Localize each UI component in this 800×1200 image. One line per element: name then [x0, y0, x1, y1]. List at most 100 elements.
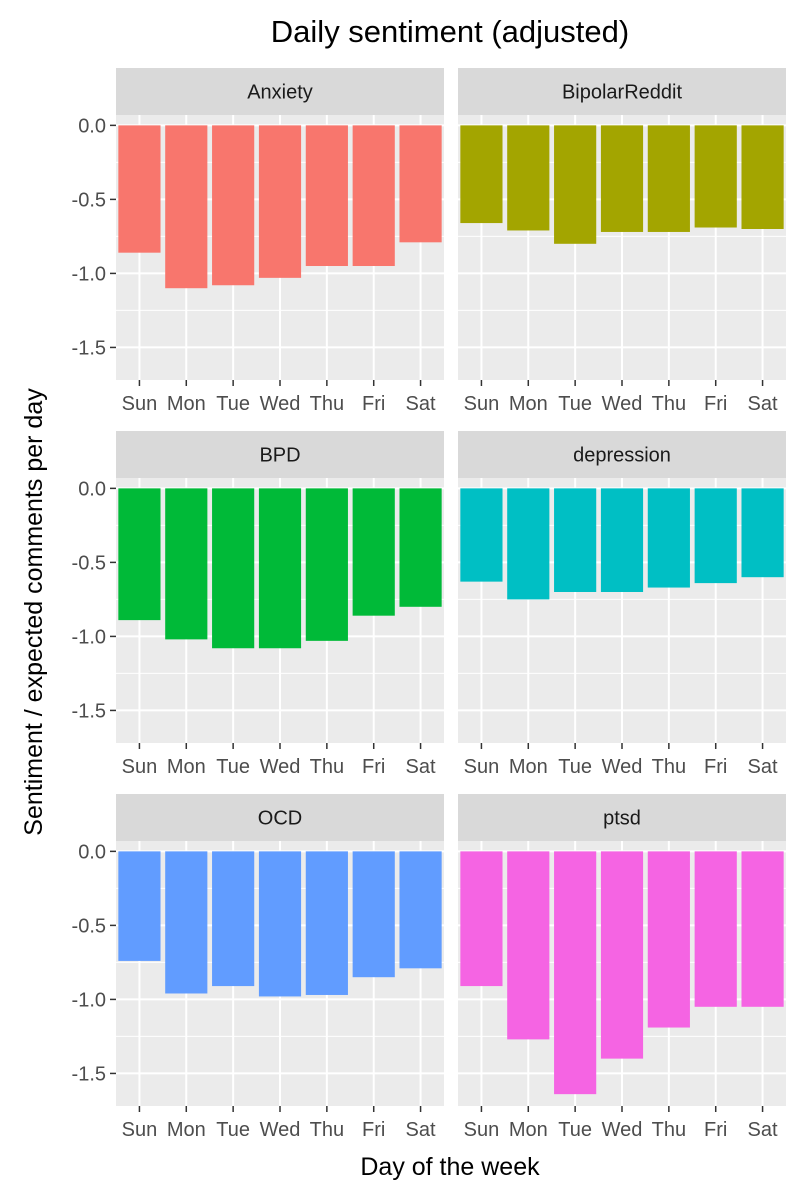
- bar-fri: [694, 125, 737, 228]
- x-tick-label: Tue: [558, 393, 592, 415]
- bar-fri: [694, 488, 737, 584]
- bar-fri: [352, 851, 395, 978]
- y-tick-label: -1.5: [72, 700, 106, 722]
- bar-mon: [507, 125, 550, 231]
- y-tick-label: 0.0: [78, 841, 106, 863]
- x-tick-label: Tue: [216, 756, 250, 778]
- x-tick-label: Mon: [167, 756, 206, 778]
- x-tick-label: Mon: [509, 1119, 548, 1141]
- x-tick-label: Sun: [464, 1119, 500, 1141]
- x-axis-title: Day of the week: [360, 1153, 540, 1181]
- bar-sun: [460, 488, 503, 582]
- bar-wed: [600, 851, 644, 1059]
- bar-tue: [554, 125, 597, 244]
- x-tick-label: Wed: [602, 393, 643, 415]
- bar-sat: [741, 488, 784, 578]
- x-tick-label: Fri: [704, 393, 727, 415]
- x-tick-label: Sat: [406, 1119, 436, 1141]
- bar-sun: [118, 488, 161, 621]
- bar-sun: [460, 125, 503, 224]
- bar-tue: [554, 851, 597, 1095]
- x-tick-label: Sat: [406, 756, 436, 778]
- bar-sat: [741, 125, 784, 229]
- y-tick-label: -0.5: [72, 552, 106, 574]
- chart-title: Daily sentiment (adjusted): [271, 14, 629, 49]
- bar-thu: [305, 125, 348, 267]
- x-tick-label: Sun: [122, 1119, 158, 1141]
- x-tick-label: Tue: [558, 756, 592, 778]
- x-tick-label: Thu: [652, 1119, 686, 1141]
- bar-thu: [305, 851, 348, 995]
- facet-strip-label: Anxiety: [247, 82, 313, 104]
- bar-fri: [694, 851, 737, 1007]
- facet-panel-bpd: BPD 0.0 -0.5 -1.0 -1.5 Sun Mon Tue Wed Thu Fri Sat: [72, 431, 444, 778]
- x-tick-label: Thu: [310, 756, 344, 778]
- bar-sat: [399, 851, 442, 969]
- bar-sun: [118, 851, 161, 961]
- x-tick-label: Sat: [748, 393, 778, 415]
- x-tick-label: Fri: [704, 756, 727, 778]
- x-tick-label: Mon: [509, 393, 548, 415]
- facet-panel-bipolarreddit: BipolarReddit Sun Mon Tue Wed Thu Fri Sat: [458, 68, 786, 415]
- facet-strip: [458, 431, 786, 478]
- facet-strip-label: depression: [573, 445, 671, 467]
- bar-thu: [305, 488, 348, 641]
- x-tick-label: Sun: [122, 756, 158, 778]
- x-tick-label: Fri: [362, 756, 385, 778]
- facet-strip: [116, 431, 444, 478]
- bar-thu: [647, 125, 690, 232]
- bar-tue: [554, 488, 597, 592]
- x-tick-label: Sat: [748, 756, 778, 778]
- facet-panel-depression: depression Sun Mon Tue Wed Thu Fri Sat: [458, 431, 786, 778]
- bar-fri: [352, 125, 395, 267]
- bar-thu: [647, 851, 690, 1028]
- x-tick-label: Wed: [260, 1119, 301, 1141]
- facet-strip-label: ptsd: [603, 808, 641, 830]
- x-tick-label: Fri: [362, 393, 385, 415]
- bar-sun: [460, 851, 503, 987]
- x-tick-label: Mon: [167, 393, 206, 415]
- bar-tue: [212, 488, 255, 649]
- x-tick-label: Tue: [216, 393, 250, 415]
- x-tick-label: Tue: [216, 1119, 250, 1141]
- bar-sat: [741, 851, 784, 1007]
- facet-panel-ptsd: ptsd Sun Mon Tue Wed Thu Fri Sat: [458, 794, 786, 1141]
- y-tick-label: 0.0: [78, 115, 106, 137]
- bar-thu: [647, 488, 690, 588]
- bar-wed: [600, 125, 644, 232]
- y-tick-label: -1.0: [72, 263, 106, 285]
- facet-strip-label: BipolarReddit: [562, 82, 683, 104]
- x-tick-label: Mon: [167, 1119, 206, 1141]
- x-tick-label: Fri: [362, 1119, 385, 1141]
- x-tick-label: Sun: [122, 393, 158, 415]
- x-tick-label: Thu: [310, 393, 344, 415]
- bar-tue: [212, 851, 255, 987]
- x-tick-label: Wed: [602, 756, 643, 778]
- x-tick-label: Sun: [464, 393, 500, 415]
- bar-tue: [212, 125, 255, 286]
- bar-sun: [118, 125, 161, 253]
- bar-sat: [399, 488, 442, 607]
- x-tick-label: Wed: [602, 1119, 643, 1141]
- x-tick-label: Sat: [748, 1119, 778, 1141]
- x-tick-label: Wed: [260, 756, 301, 778]
- bar-mon: [165, 125, 208, 289]
- x-tick-label: Thu: [310, 1119, 344, 1141]
- bar-fri: [352, 488, 395, 616]
- x-tick-label: Wed: [260, 393, 301, 415]
- bar-sat: [399, 125, 442, 243]
- y-tick-label: -1.0: [72, 626, 106, 648]
- bar-mon: [507, 851, 550, 1040]
- bar-wed: [258, 851, 302, 997]
- y-tick-label: 0.0: [78, 478, 106, 500]
- bar-mon: [165, 488, 208, 640]
- bar-wed: [258, 125, 302, 278]
- x-tick-label: Sat: [406, 393, 436, 415]
- facet-strip: [116, 68, 444, 115]
- x-tick-label: Thu: [652, 393, 686, 415]
- facet-strip: [458, 68, 786, 115]
- facet-panel-anxiety: Anxiety 0.0 -0.5 -1.0 -1.5 Sun Mon Tue Wed Thu Fri…: [72, 68, 444, 415]
- y-tick-label: -0.5: [72, 189, 106, 211]
- y-tick-label: -1.0: [72, 989, 106, 1011]
